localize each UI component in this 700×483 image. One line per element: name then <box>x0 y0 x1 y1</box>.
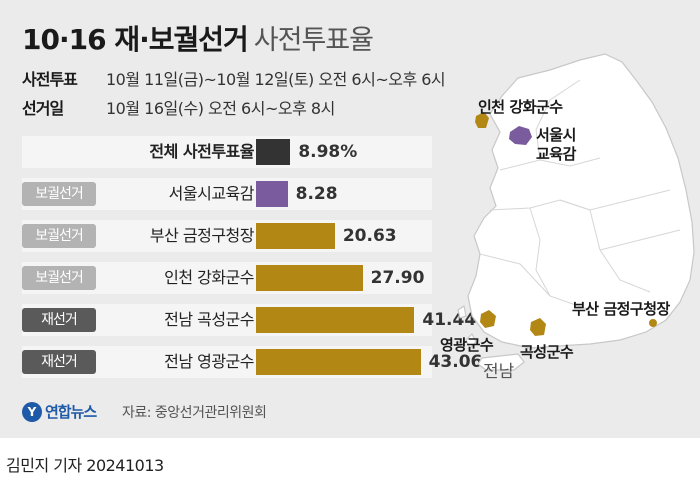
category-label: 전남 곡성군수 <box>164 310 254 329</box>
bar <box>256 181 288 207</box>
province-borders <box>479 79 681 311</box>
bar <box>256 307 415 333</box>
category-label: 인천 강화군수 <box>164 268 254 287</box>
gokseong-region <box>530 318 546 336</box>
busan-geumjeong-marker <box>649 319 657 327</box>
election-type-badge: 재선거 <box>22 308 96 332</box>
source-text: 자료: 중앙선거관리위원회 <box>122 405 267 421</box>
korea-map <box>457 53 695 371</box>
chart-row: 재선거 전남 곡성군수 41.44 <box>22 304 476 336</box>
election-type-badge: 재선거 <box>22 350 96 374</box>
map-label-seoul-line2: 교육감 <box>536 145 576 163</box>
value-label: 8.98% <box>298 142 358 162</box>
chart-row: 보궐선거 서울시교육감 8.28 <box>22 178 432 210</box>
category-label: 전체 사전투표율 <box>149 142 254 161</box>
early-vote-label: 사전투표 <box>22 70 78 89</box>
chart-row: 보궐선거 부산 금정구청장 20.63 <box>22 220 432 252</box>
yeonggwang-region <box>480 310 496 328</box>
chart-row: 보궐선거 인천 강화군수 27.90 <box>22 262 432 294</box>
value-label: 43.06 <box>428 352 483 372</box>
early-vote-info: 사전투표 10월 11일(금)~10월 12일(토) 오전 6시~오후 6시 <box>22 66 446 90</box>
category-label: 부산 금정구청장 <box>149 226 255 245</box>
yonhap-logo-mark: Y <box>22 401 42 422</box>
map-label-incheon: 인천 강화군수 <box>478 98 563 116</box>
chart-row-background <box>22 136 432 168</box>
yonhap-logo: Y 연합뉴스 <box>22 401 97 422</box>
election-day-label: 선거일 <box>22 99 64 118</box>
chart-row: 전체 사전투표율 8.98% <box>22 136 432 168</box>
bar <box>256 349 421 375</box>
map-label-jeonnam: 전남 <box>483 362 515 382</box>
election-type-badge: 보궐선거 <box>22 182 96 206</box>
election-type-badge: 보궐선거 <box>22 266 96 290</box>
title-sub: 사전투표율 <box>253 25 374 56</box>
map-label-busan: 부산 금정구청장 <box>572 300 670 318</box>
category-label: 서울시교육감 <box>168 184 255 203</box>
title-main: 10·16 재·보궐선거 <box>22 23 249 56</box>
election-type-badge: 보궐선거 <box>22 224 96 248</box>
infographic-panel: 10·16 재·보궐선거 사전투표율 사전투표 10월 11일(금)~10월 12일… <box>0 0 700 438</box>
bar <box>256 223 335 249</box>
category-label: 전남 영광군수 <box>164 352 254 371</box>
election-day-info: 선거일 10월 16일(수) 오전 6시~오후 8시 <box>22 95 335 119</box>
value-label: 27.90 <box>370 268 425 288</box>
map-label-gokseong: 곡성군수 <box>520 343 574 361</box>
yonhap-logo-name: 연합뉴스 <box>45 403 97 421</box>
bar <box>256 139 291 165</box>
chart-row: 재선거 전남 영광군수 43.06 <box>22 346 482 378</box>
map-label-yeonggwang: 영광군수 <box>440 336 494 354</box>
early-vote-period: 10월 11일(금)~10월 12일(토) 오전 6시~오후 6시 <box>106 70 446 89</box>
byline: 김민지 기자 20241013 <box>6 456 164 475</box>
value-label: 8.28 <box>295 184 338 204</box>
korea-landmass <box>457 53 695 371</box>
bar <box>256 265 363 291</box>
map-label-seoul-line1: 서울시 <box>536 126 576 144</box>
incheon-ganghwa-region <box>475 112 489 128</box>
title: 10·16 재·보궐선거 사전투표율 <box>22 18 374 58</box>
election-day-period: 10월 16일(수) 오전 6시~오후 8시 <box>106 99 335 118</box>
value-label: 20.63 <box>342 226 397 246</box>
seoul-region <box>509 126 532 145</box>
